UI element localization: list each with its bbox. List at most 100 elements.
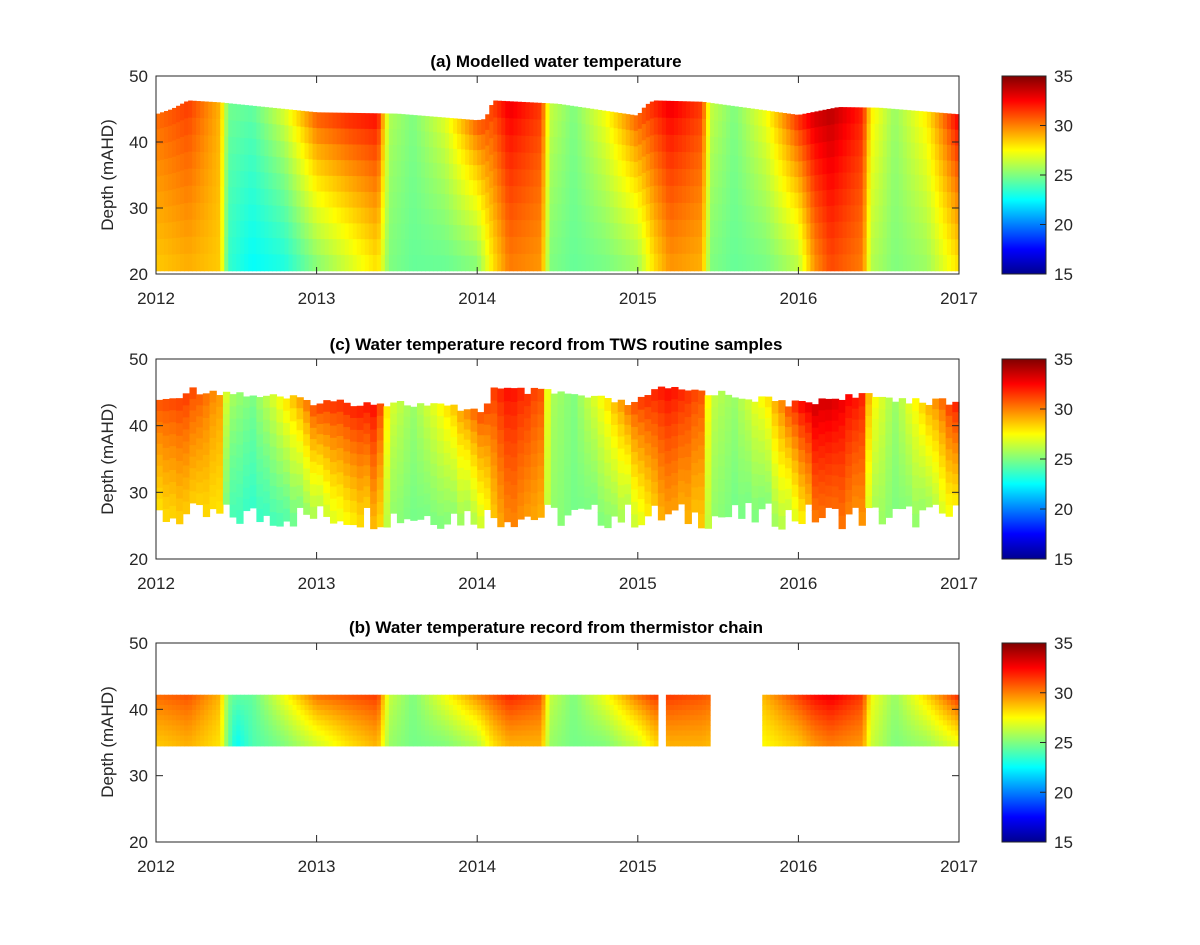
heatmap-cell [838, 725, 844, 732]
heatmap-cell [698, 735, 703, 742]
heatmap-cell [657, 100, 663, 119]
heatmap-cell [754, 254, 759, 272]
heatmap-cell [308, 191, 314, 208]
heatmap-cell [340, 740, 346, 747]
heatmap-cell [711, 431, 719, 445]
heatmap-cell [774, 159, 779, 177]
heatmap-cell [416, 715, 422, 721]
heatmap-cell [950, 223, 956, 240]
heatmap-cell [945, 482, 953, 495]
heatmap-cell [477, 134, 482, 151]
heatmap-cell [818, 222, 824, 240]
heatmap-cell [718, 204, 723, 222]
heatmap-cell [477, 119, 482, 136]
heatmap-cell [878, 396, 886, 411]
heatmap-cell [296, 496, 304, 508]
heatmap-cell [573, 221, 579, 239]
heatmap-cell [677, 412, 686, 425]
heatmap-cell [172, 205, 177, 223]
heatmap-cell [838, 694, 844, 701]
heatmap-cell [200, 219, 205, 238]
heatmap-cell [629, 704, 635, 711]
heatmap-cell [778, 144, 783, 161]
heatmap-cell [332, 699, 338, 706]
heatmap-cell [653, 699, 659, 706]
heatmap-cell [831, 453, 840, 466]
heatmap-cell [690, 730, 695, 737]
heatmap-cell [609, 127, 615, 145]
heatmap-cell [156, 487, 164, 500]
heatmap-cell [946, 207, 952, 225]
heatmap-cell [348, 207, 354, 224]
heatmap-cell [473, 180, 478, 196]
heatmap-cell [505, 730, 510, 737]
heatmap-cell [834, 725, 840, 732]
heatmap-cell [236, 392, 244, 406]
heatmap-cell [453, 240, 458, 257]
heatmap-cell [356, 405, 365, 419]
heatmap-cell [750, 141, 755, 158]
heatmap-cell [412, 740, 418, 747]
heatmap-cell [584, 442, 592, 454]
heatmap-cell [392, 207, 398, 225]
heatmap-cell [825, 485, 833, 498]
heatmap-cell [644, 395, 652, 408]
heatmap-cell [605, 222, 611, 240]
heatmap-cell [613, 735, 619, 742]
heatmap-cell [590, 439, 599, 451]
heatmap-cell [441, 694, 446, 701]
heatmap-cell [613, 175, 619, 193]
heatmap-cell [834, 172, 840, 190]
heatmap-cell [269, 485, 278, 500]
heatmap-cell [483, 403, 492, 415]
heatmap-cell [501, 694, 506, 701]
heatmap-cell [469, 195, 474, 211]
heatmap-cell [288, 141, 294, 159]
heatmap-cell [248, 725, 253, 732]
heatmap-cell [934, 128, 940, 145]
heatmap-cell [430, 415, 438, 429]
heatmap-cell [798, 704, 804, 711]
heatmap-cell [644, 407, 652, 420]
heatmap-cell [356, 740, 362, 747]
heatmap-cell [416, 495, 425, 509]
heatmap-cell [408, 192, 414, 209]
heatmap-cell [644, 443, 652, 456]
heatmap-cell [220, 119, 225, 137]
heatmap-cell [866, 123, 872, 141]
heatmap-cell [786, 694, 791, 701]
heatmap-cell [216, 102, 221, 120]
heatmap-cell [312, 725, 318, 732]
heatmap-cell [521, 152, 526, 171]
heatmap-cell [425, 720, 430, 726]
heatmap-cell [232, 730, 237, 737]
heatmap-cell [814, 710, 820, 716]
heatmap-cell [383, 406, 391, 419]
heatmap-cell [356, 715, 362, 721]
heatmap-cell [738, 494, 746, 507]
heatmap-cell [925, 415, 933, 426]
heatmap-cell [918, 190, 924, 208]
heatmap-cell [477, 195, 482, 211]
heatmap-cell [625, 699, 631, 706]
heatmap-cell [209, 402, 217, 415]
heatmap-cell [738, 446, 746, 460]
heatmap-cell [770, 143, 775, 160]
heatmap-cell [493, 730, 498, 737]
heatmap-cell [276, 396, 284, 411]
heatmap-cell [564, 502, 572, 516]
heatmap-cell [565, 725, 571, 732]
heatmap-cell [352, 715, 358, 721]
heatmap-cell [169, 434, 177, 447]
heatmap-cell [316, 207, 322, 224]
heatmap-cell [437, 699, 442, 706]
heatmap-cell [866, 704, 872, 711]
heatmap-cell [593, 730, 599, 737]
x-tick-label: 2014 [458, 574, 496, 593]
heatmap-cell [557, 204, 563, 222]
heatmap-cell [425, 735, 430, 742]
heatmap-cell [649, 118, 655, 136]
heatmap-cell [490, 478, 498, 493]
heatmap-cell [196, 118, 201, 136]
heatmap-cell [802, 255, 808, 272]
